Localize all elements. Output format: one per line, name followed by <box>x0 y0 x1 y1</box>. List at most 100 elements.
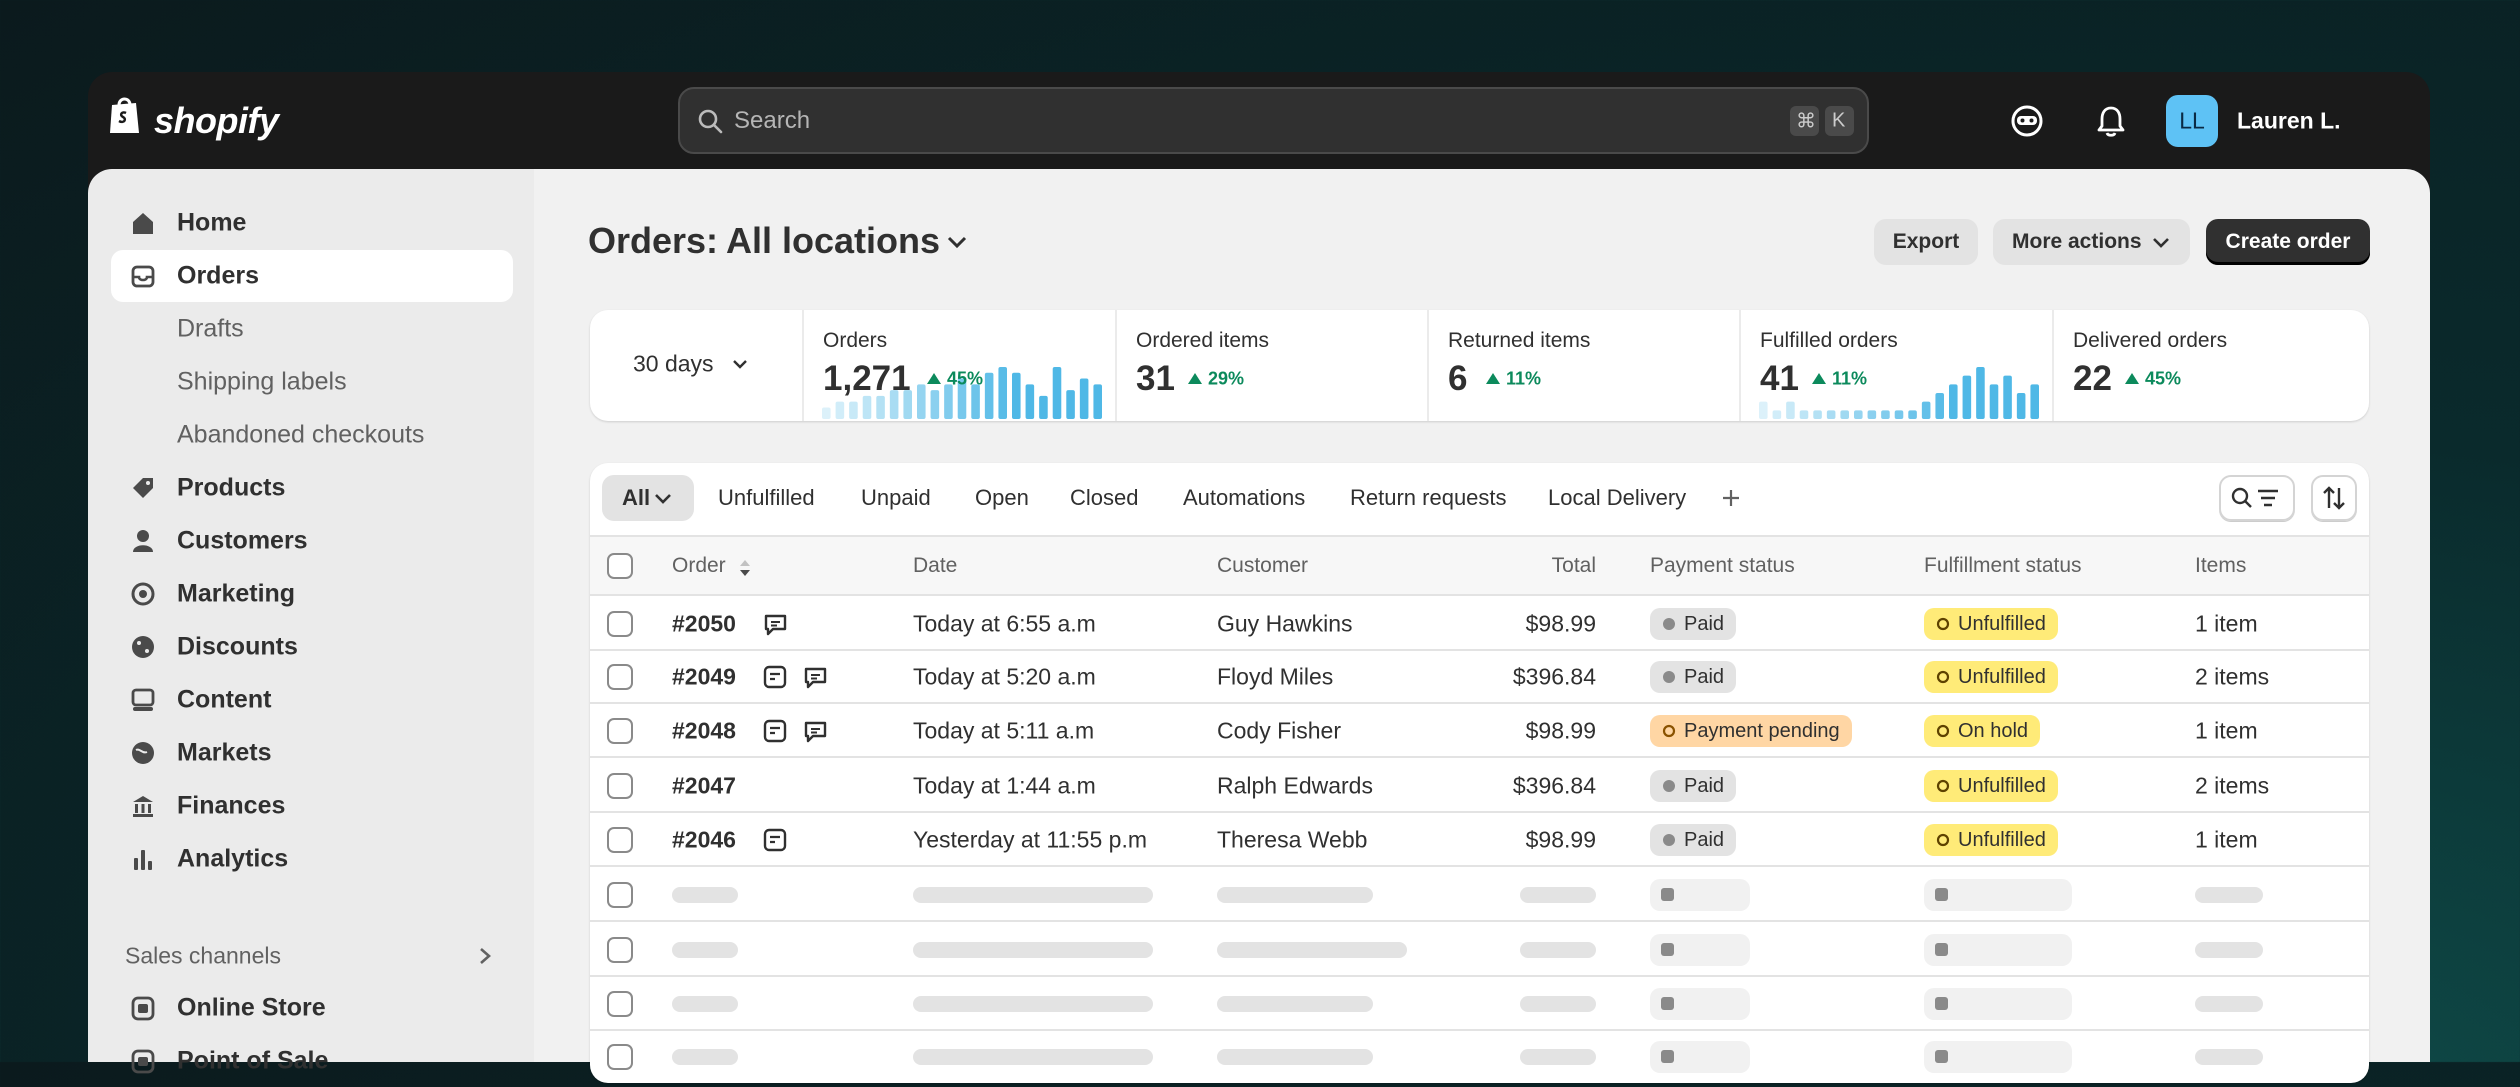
nav-selected[interactable] <box>111 250 513 302</box>
fulfillment-dot <box>1936 779 1950 793</box>
payment-badge: Paid <box>1650 770 1737 802</box>
subnav-hit[interactable] <box>111 303 513 355</box>
bell-icon <box>2097 106 2125 137</box>
action-button[interactable] <box>1874 219 1978 265</box>
nav-icon <box>131 265 155 288</box>
row[interactable] <box>590 813 2369 867</box>
row[interactable] <box>590 759 2369 813</box>
skeleton-dot <box>1661 1050 1674 1063</box>
skeleton-bar <box>672 996 738 1012</box>
customer: Cody Fisher <box>1217 717 1341 744</box>
spark-bar <box>1066 390 1075 419</box>
icon-shape <box>763 828 787 852</box>
action-button[interactable] <box>2206 219 2370 265</box>
tab: Closed <box>1070 485 1139 510</box>
row[interactable] <box>590 704 2369 758</box>
icon-shape <box>2011 105 2043 137</box>
icon-shape <box>1188 373 1202 384</box>
row[interactable] <box>590 597 2369 651</box>
add-tab <box>1723 490 1739 506</box>
spark-bar <box>1772 410 1782 419</box>
icon-shape <box>135 804 138 813</box>
nav-hit[interactable] <box>111 621 513 673</box>
nav-hit[interactable] <box>111 197 513 249</box>
header-row <box>590 535 2369 596</box>
stat-value: 41 <box>1760 359 1799 398</box>
tab: Automations <box>1183 485 1306 510</box>
icon-shape <box>135 748 148 754</box>
spark-bar <box>903 390 912 419</box>
nav-item: Products <box>177 473 286 502</box>
spark-bar <box>1949 384 1958 419</box>
icon-shape <box>134 858 138 870</box>
items: 2 items <box>2195 663 2270 690</box>
icon-shape <box>771 621 780 627</box>
tab-chevron <box>655 494 671 504</box>
nav-hit[interactable] <box>111 462 513 514</box>
icon-shape <box>804 667 827 689</box>
column-header: Customer <box>1217 554 1309 577</box>
order-date: Today at 1:44 a.m <box>913 772 1096 799</box>
nav-hit[interactable] <box>111 780 513 832</box>
avatar[interactable] <box>2166 95 2218 147</box>
skeleton-badge <box>1924 934 2072 966</box>
tab-selected[interactable] <box>602 475 694 521</box>
stats-divider <box>1427 310 1429 421</box>
icon-shape <box>655 494 671 504</box>
checkbox[interactable] <box>607 937 633 963</box>
search-filter-button[interactable] <box>2219 475 2295 521</box>
spark-bar <box>876 395 885 419</box>
search-box[interactable] <box>678 87 1869 154</box>
sort-button[interactable] <box>2311 475 2357 521</box>
spark-bar <box>2030 384 2039 419</box>
skeleton-bar <box>2195 942 2263 958</box>
nav-hit[interactable] <box>111 674 513 726</box>
icon-shape <box>804 667 827 689</box>
nav-icon <box>132 742 154 764</box>
icon-shape <box>2105 132 2117 137</box>
skeleton-badge <box>1924 879 2072 911</box>
icon-shape <box>2258 489 2278 507</box>
checkbox[interactable] <box>607 664 633 690</box>
nav-hit[interactable] <box>111 833 513 885</box>
icon-shape <box>117 97 132 106</box>
icon-shape <box>141 804 145 813</box>
checkbox[interactable] <box>607 882 633 908</box>
change-arrow <box>2125 373 2139 384</box>
checkbox[interactable] <box>607 773 633 799</box>
order-number: #2050 <box>672 610 736 637</box>
nav-hit[interactable] <box>111 515 513 567</box>
icon-shape <box>2231 487 2249 505</box>
checkbox[interactable] <box>607 553 633 579</box>
icon-shape <box>811 728 820 734</box>
checkbox[interactable] <box>607 991 633 1017</box>
nav-hit[interactable] <box>111 568 513 620</box>
stat-value: 22 <box>2073 359 2112 398</box>
payment-badge: Paid <box>1650 608 1737 640</box>
checkbox[interactable] <box>607 718 633 744</box>
tab: Local Delivery <box>1548 485 1687 510</box>
spark-bar <box>862 395 872 419</box>
icon-shape <box>770 726 780 735</box>
icon-shape <box>146 481 150 485</box>
icon-shape <box>1663 618 1675 630</box>
tab: Unpaid <box>861 485 931 510</box>
checkbox[interactable] <box>607 611 633 637</box>
nav-hit[interactable] <box>111 727 513 779</box>
stats-divider <box>802 310 804 421</box>
payment-dot <box>1662 724 1676 738</box>
channel-icon <box>131 996 155 1021</box>
icon-shape <box>1663 671 1675 683</box>
icon-shape <box>947 236 967 249</box>
fulfillment-dot <box>1936 670 1950 684</box>
total: $98.99 <box>1525 717 1596 744</box>
checkbox[interactable] <box>607 1044 633 1070</box>
spark-bar <box>1079 378 1089 419</box>
checkbox[interactable] <box>607 827 633 853</box>
items: 2 items <box>2195 772 2270 799</box>
row[interactable] <box>590 650 2369 704</box>
icon-shape <box>2017 116 2037 125</box>
nav-icon <box>133 796 153 817</box>
app: shopify Search ⌘ K LL Lauren L. Home Orders Draf… <box>88 72 2430 1075</box>
spark-bar <box>957 378 967 419</box>
